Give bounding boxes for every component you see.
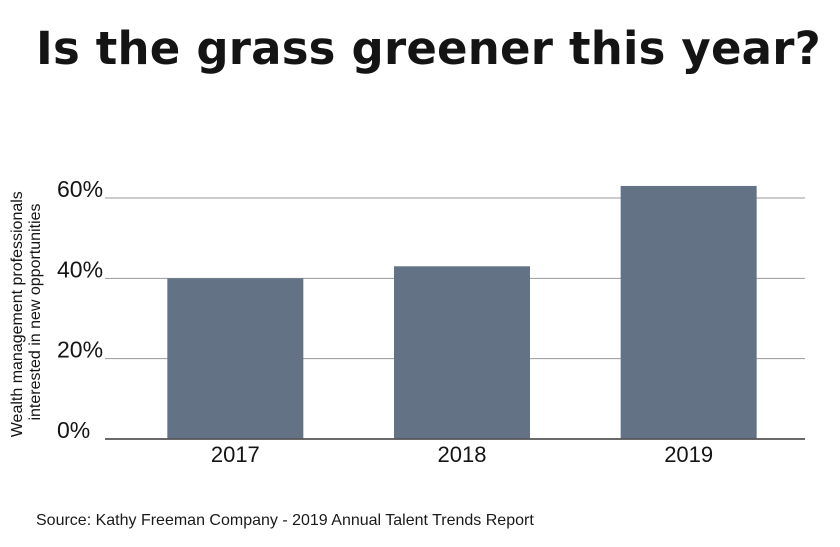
x-tick-label-2019: 2019 (664, 442, 713, 467)
x-tick-label-2018: 2018 (438, 442, 487, 467)
bar-2019 (620, 185, 757, 439)
y-tick-label: 0% (57, 417, 90, 443)
bar-2017 (167, 278, 304, 439)
y-tick-label: 40% (57, 256, 103, 282)
chart-title: Is the grass greener this year? (36, 22, 821, 75)
y-axis-label-line-2: interested in new opportunities (27, 203, 44, 420)
source-note: Source: Kathy Freeman Company - 2019 Ann… (36, 512, 534, 529)
y-axis-label-line-1: Wealth management professionals (9, 191, 26, 437)
bar-2018 (394, 266, 530, 439)
y-axis-label: Wealth management professionals interest… (9, 187, 44, 438)
bars (105, 185, 805, 440)
bar-chart: 0% 20% 40% 60% 2017 2018 2019 Wealth manageme… (9, 176, 805, 467)
y-axis-tick-labels: 0% 20% 40% 60% (57, 176, 103, 443)
x-tick-label-2017: 2017 (211, 442, 260, 467)
y-tick-label: 20% (57, 337, 103, 363)
x-axis-tick-labels: 2017 2018 2019 (211, 442, 713, 467)
y-tick-label: 60% (57, 176, 103, 202)
